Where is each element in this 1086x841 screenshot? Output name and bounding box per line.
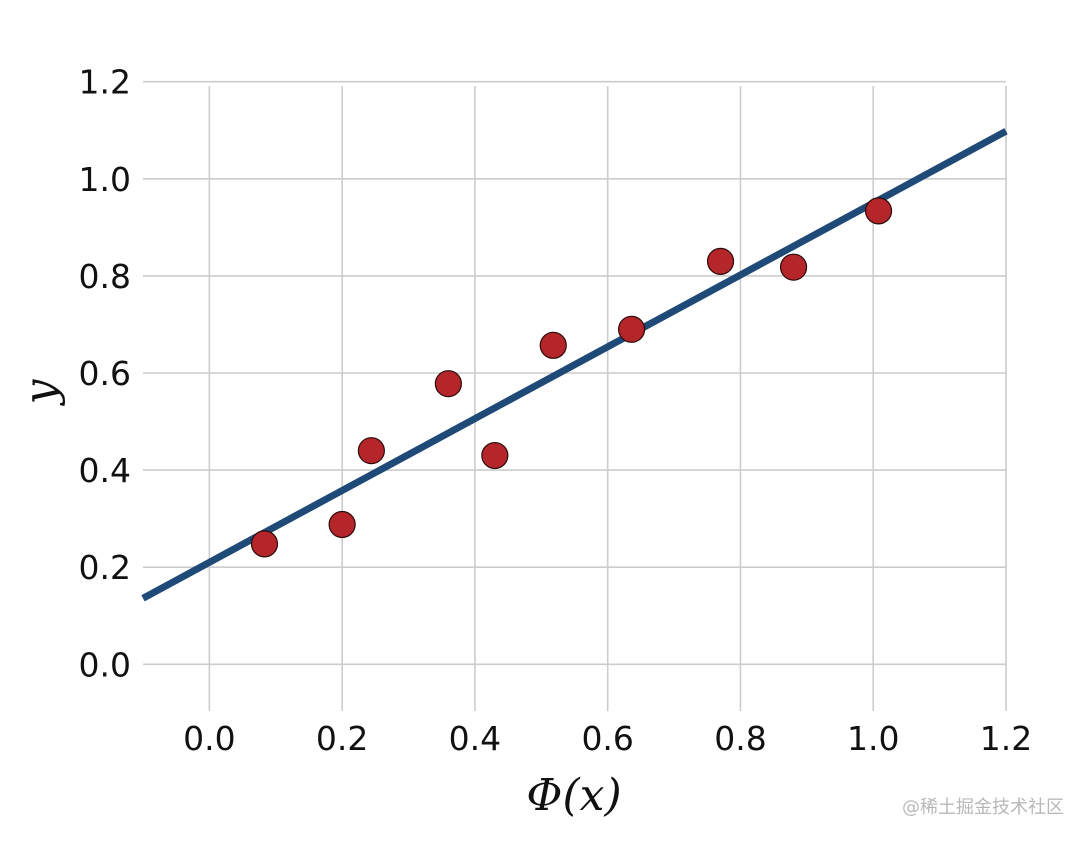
y-tick-label: 1.2 <box>79 63 131 102</box>
data-point <box>357 437 385 465</box>
tick-labels: 0.0 0.2 0.4 0.6 0.8 1.0 1.2 0.0 0.2 0.4 0.6 0.8 1.0 1… <box>79 63 1033 758</box>
data-point <box>250 530 279 558</box>
x-tick-label: 0.2 <box>316 719 368 758</box>
fit-line <box>141 128 1008 602</box>
y-tick-label: 0.4 <box>79 451 131 490</box>
x-tick-label: 0.8 <box>714 719 766 758</box>
fit-line-layer <box>141 128 1008 602</box>
data-point <box>434 370 462 398</box>
y-tick-label: 0.2 <box>79 548 131 587</box>
y-tick-label: 1.0 <box>79 160 131 199</box>
data-point <box>617 315 646 343</box>
data-point <box>539 331 567 359</box>
data-point <box>706 247 735 275</box>
data-point <box>481 441 509 470</box>
data-point <box>328 510 356 539</box>
x-tick-label: 0.4 <box>449 719 501 758</box>
y-tick-label: 0.6 <box>79 354 131 393</box>
watermark: @稀土掘金技术社区 <box>902 797 1064 818</box>
data-points <box>250 197 893 558</box>
x-tick-label: 1.2 <box>980 719 1032 758</box>
y-tick-label: 0.0 <box>79 645 131 684</box>
grid <box>143 80 1007 711</box>
x-tick-label: 1.0 <box>847 719 899 758</box>
data-point <box>779 253 808 281</box>
x-axis-label: Φ(x) <box>526 770 621 821</box>
y-axis-label: y <box>15 378 66 406</box>
y-tick-label: 0.8 <box>79 257 131 296</box>
data-point <box>864 197 893 225</box>
x-tick-label: 0.6 <box>581 719 633 758</box>
x-tick-label: 0.0 <box>183 719 235 758</box>
